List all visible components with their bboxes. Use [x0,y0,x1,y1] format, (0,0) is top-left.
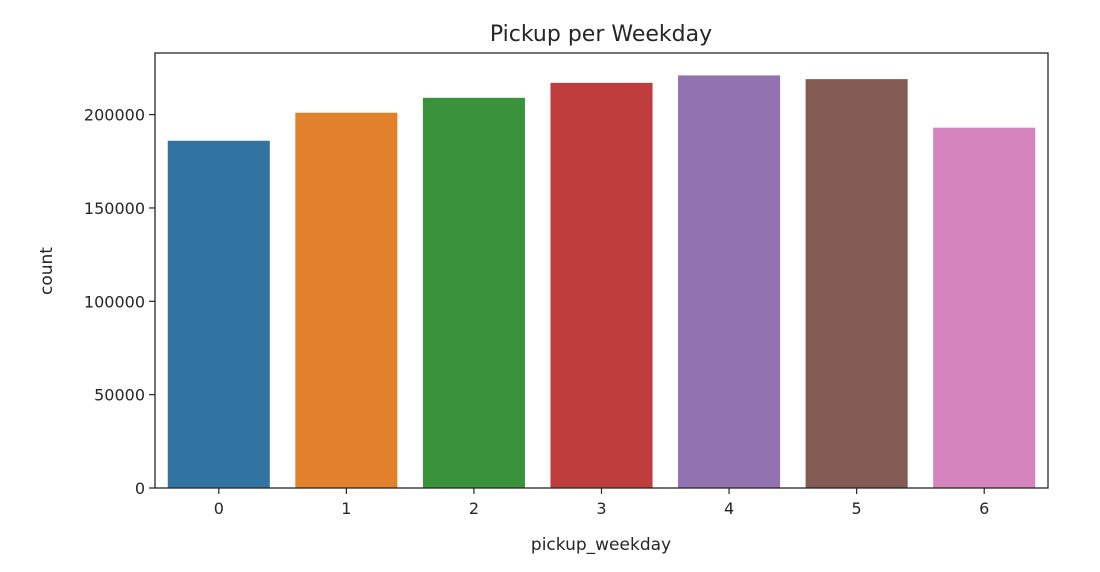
y-axis: 0 50000 100000 150000 200000 [84,106,155,498]
x-tick-label: 5 [852,499,862,518]
bar-6 [933,127,1036,489]
x-tick-label: 1 [341,499,351,518]
bars-group [167,75,1036,489]
x-axis: 0 1 2 3 4 5 6 [214,488,989,518]
plot-frame [154,52,1049,489]
y-tick-label: 0 [135,479,145,498]
bar-3 [550,82,653,488]
bar-0 [167,140,270,489]
y-axis-label: count [37,247,57,295]
bar-5 [805,79,908,489]
bar-1 [295,112,398,488]
bar-4 [678,75,781,488]
y-tick-label: 150000 [84,199,145,218]
x-tick-label: 2 [469,499,479,518]
x-tick-label: 4 [724,499,734,518]
y-tick-label: 200000 [84,106,145,125]
x-tick-label: 3 [596,499,606,518]
y-tick-label: 50000 [94,386,145,405]
y-tick-label: 100000 [84,292,145,311]
x-tick-label: 6 [979,499,989,518]
chart-title: Pickup per Weekday [490,22,712,47]
bar-2 [422,97,525,488]
x-tick-label: 0 [214,499,224,518]
x-axis-label: pickup_weekday [531,535,671,555]
